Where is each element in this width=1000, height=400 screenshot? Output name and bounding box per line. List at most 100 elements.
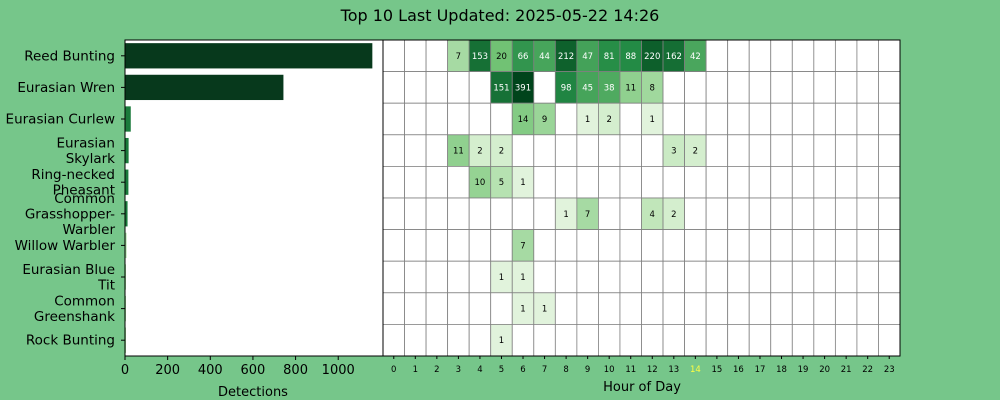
heatmap-hour-label: 2 bbox=[434, 365, 439, 375]
heatmap-cell bbox=[791, 292, 815, 325]
heatmap-cell bbox=[404, 134, 427, 167]
heatmap-cell bbox=[770, 197, 793, 231]
heatmap-cell bbox=[382, 292, 405, 325]
heatmap-cell-value: 7 bbox=[520, 241, 525, 251]
heatmap-cell bbox=[791, 197, 815, 231]
heatmap-plot-frame bbox=[382, 39, 901, 357]
bar-1 bbox=[125, 43, 373, 69]
heatmap-cell bbox=[598, 229, 621, 262]
heatmap-cell bbox=[619, 229, 642, 262]
bar-4 bbox=[125, 137, 129, 164]
heatmap-cell bbox=[662, 260, 685, 294]
heatmap-cell bbox=[425, 229, 449, 262]
heatmap-cell bbox=[554, 102, 578, 136]
heatmap-cell bbox=[813, 323, 836, 357]
heatmap-cell bbox=[770, 323, 793, 357]
bar-5 bbox=[125, 169, 129, 195]
bar-category-label: Rock Bunting bbox=[26, 333, 115, 349]
heatmap-cell bbox=[684, 102, 707, 136]
heatmap-cell bbox=[748, 134, 772, 167]
heatmap-cell bbox=[748, 292, 772, 325]
heatmap-cell-value: 391 bbox=[515, 83, 531, 93]
heatmap-cell bbox=[878, 229, 901, 262]
heatmap-hour-label: 13 bbox=[668, 365, 679, 375]
heatmap-cell bbox=[404, 197, 427, 231]
heatmap-cell bbox=[770, 165, 793, 199]
heatmap-hour-label: 23 bbox=[884, 365, 895, 375]
bar-3 bbox=[125, 106, 131, 132]
heatmap-cell-value: 7 bbox=[585, 210, 590, 220]
heatmap-cell bbox=[641, 260, 664, 294]
heatmap-cell bbox=[834, 323, 858, 357]
heatmap-cell-value: 4 bbox=[650, 210, 655, 220]
heatmap-cell bbox=[748, 197, 772, 231]
bar-category-label: Ring-necked Pheasant bbox=[31, 167, 115, 199]
heatmap-cell bbox=[856, 102, 879, 136]
heatmap-cell bbox=[748, 102, 772, 136]
heatmap-cell bbox=[576, 165, 599, 199]
heatmap-cell-value: 1 bbox=[520, 305, 525, 315]
heatmap-cell bbox=[856, 197, 879, 231]
heatmap-cell bbox=[727, 197, 750, 231]
heatmap-cell bbox=[834, 260, 858, 294]
heatmap-cell bbox=[705, 102, 729, 136]
bar-category-label: Eurasian Curlew bbox=[6, 112, 115, 128]
heatmap-cell bbox=[468, 292, 492, 325]
heatmap-cell bbox=[705, 292, 729, 325]
heatmap-cell bbox=[425, 134, 449, 167]
heatmap-cell bbox=[684, 323, 707, 357]
heatmap-cell bbox=[554, 165, 578, 199]
heatmap-cell bbox=[641, 323, 664, 357]
heatmap-cell bbox=[511, 134, 535, 167]
heatmap-cell-value: 212 bbox=[558, 52, 574, 62]
heatmap-cell bbox=[727, 134, 750, 167]
heatmap-cell-value: 2 bbox=[606, 115, 611, 125]
heatmap-cell-value: 98 bbox=[561, 83, 572, 93]
heatmap-cell-value: 38 bbox=[604, 83, 615, 93]
heatmap-cell bbox=[770, 260, 793, 294]
heatmap-cell bbox=[856, 39, 879, 73]
heatmap-hour-label: 8 bbox=[563, 365, 568, 375]
heatmap-cell bbox=[705, 71, 729, 104]
heatmap-cell bbox=[404, 102, 427, 136]
bar-category-label: Reed Bunting bbox=[24, 48, 115, 64]
heatmap-cell bbox=[705, 197, 729, 231]
heatmap-cell bbox=[425, 260, 449, 294]
heatmap-cell bbox=[791, 229, 815, 262]
heatmap-cell bbox=[641, 165, 664, 199]
heatmap-cell-value: 1 bbox=[499, 273, 504, 283]
heatmap-cell bbox=[834, 102, 858, 136]
heatmap-cell bbox=[705, 323, 729, 357]
heatmap-cell bbox=[425, 102, 449, 136]
heatmap-hour-label: 14 bbox=[690, 365, 701, 375]
heatmap-cell bbox=[727, 165, 750, 199]
heatmap-cell bbox=[404, 260, 427, 294]
bar-panel: Reed Bunting Eurasian Wren Eurasian Curlew… bbox=[6, 39, 384, 378]
heatmap-hour-label: 12 bbox=[647, 365, 658, 375]
heatmap-cell bbox=[684, 197, 707, 231]
chart-title: Top 10 Last Updated: 2025-05-22 14:26 bbox=[340, 6, 660, 25]
heatmap-hour-label: 5 bbox=[499, 365, 504, 375]
heatmap-hour-label: 7 bbox=[542, 365, 547, 375]
heatmap-cell bbox=[511, 323, 535, 357]
heatmap-cell bbox=[468, 260, 492, 294]
heatmap-cell bbox=[554, 292, 578, 325]
heatmap-cell bbox=[684, 71, 707, 104]
heatmap-cell-value: 1 bbox=[563, 210, 568, 220]
heatmap-cell bbox=[447, 197, 470, 231]
bar-7 bbox=[125, 232, 127, 259]
heatmap-cell bbox=[856, 292, 879, 325]
heatmap-hour-label: 17 bbox=[755, 365, 766, 375]
heatmap-cell bbox=[727, 102, 750, 136]
heatmap-cell bbox=[404, 165, 427, 199]
heatmap-cell-value: 151 bbox=[493, 83, 509, 93]
heatmap-cell bbox=[748, 323, 772, 357]
heatmap-cell bbox=[834, 134, 858, 167]
heatmap-cell bbox=[598, 197, 621, 231]
heatmap-hour-label: 1 bbox=[413, 365, 418, 375]
heatmap-cell bbox=[447, 323, 470, 357]
heatmap-hour-label: 11 bbox=[625, 365, 636, 375]
heatmap-cell bbox=[554, 134, 578, 167]
bar-category-label: Eurasian Wren bbox=[17, 80, 115, 96]
heatmap-cell bbox=[425, 197, 449, 231]
